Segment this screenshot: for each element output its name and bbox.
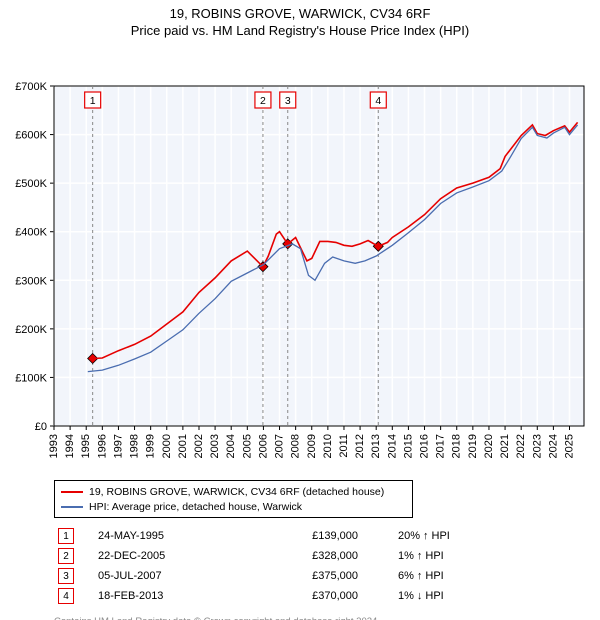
event-date: 18-FEB-2013 xyxy=(98,590,248,602)
event-number-box: 2 xyxy=(58,548,74,564)
legend: 19, ROBINS GROVE, WARWICK, CV34 6RF (det… xyxy=(54,480,413,518)
price-chart: £0 £100K £200K £300K £400K £500K £600K £700K 199… xyxy=(0,38,600,478)
svg-text:2019: 2019 xyxy=(467,434,479,458)
event-diff: 1% ↓ HPI xyxy=(398,590,444,602)
chart-container: £0 £100K £200K £300K £400K £500K £600K £700K 199… xyxy=(0,38,600,478)
svg-text:2021: 2021 xyxy=(499,434,511,458)
svg-text:2014: 2014 xyxy=(386,434,398,458)
event-number-box: 4 xyxy=(58,588,74,604)
svg-text:2025: 2025 xyxy=(564,434,576,458)
legend-label: 19, ROBINS GROVE, WARWICK, CV34 6RF (det… xyxy=(89,485,384,499)
event-number-box: 3 xyxy=(58,568,74,584)
svg-text:£400K: £400K xyxy=(15,227,47,239)
svg-text:2022: 2022 xyxy=(515,434,527,458)
svg-text:£700K: £700K xyxy=(15,81,47,93)
event-diff-suffix: HPI xyxy=(425,590,443,602)
event-row: 3 05-JUL-2007£375,0006% ↑ HPI xyxy=(58,566,450,586)
svg-text:2002: 2002 xyxy=(193,434,205,458)
svg-text:2009: 2009 xyxy=(306,434,318,458)
svg-text:1994: 1994 xyxy=(64,434,76,458)
svg-text:£500K: £500K xyxy=(15,178,47,190)
svg-text:£0: £0 xyxy=(35,421,47,433)
svg-text:2010: 2010 xyxy=(322,434,334,458)
svg-text:2017: 2017 xyxy=(435,434,447,458)
event-diff-pct: 1% xyxy=(398,550,414,562)
svg-text:2013: 2013 xyxy=(370,434,382,458)
event-diff: 1% ↑ HPI xyxy=(398,550,444,562)
event-date: 05-JUL-2007 xyxy=(98,570,248,582)
svg-text:2016: 2016 xyxy=(419,434,431,458)
svg-text:2015: 2015 xyxy=(402,434,414,458)
event-price: £375,000 xyxy=(248,570,398,582)
svg-text:1995: 1995 xyxy=(80,434,92,458)
svg-text:2000: 2000 xyxy=(161,434,173,458)
svg-text:2007: 2007 xyxy=(274,434,286,458)
svg-text:£600K: £600K xyxy=(15,130,47,142)
svg-text:2011: 2011 xyxy=(338,434,350,458)
legend-label: HPI: Average price, detached house, Warw… xyxy=(89,500,302,514)
event-number-box: 1 xyxy=(58,528,74,544)
event-row: 1 24-MAY-1995£139,00020% ↑ HPI xyxy=(58,526,450,546)
event-row: 2 22-DEC-2005£328,0001% ↑ HPI xyxy=(58,546,450,566)
svg-text:2018: 2018 xyxy=(451,434,463,458)
event-date: 24-MAY-1995 xyxy=(98,530,248,542)
footer-attribution: Contains HM Land Registry data © Crown c… xyxy=(54,616,380,620)
event-diff: 20% ↑ HPI xyxy=(398,530,450,542)
event-diff-pct: 6% xyxy=(398,570,414,582)
svg-text:2: 2 xyxy=(260,95,266,107)
event-diff: 6% ↑ HPI xyxy=(398,570,444,582)
svg-text:2004: 2004 xyxy=(225,434,237,458)
svg-text:1: 1 xyxy=(90,95,96,107)
arrow-up-icon: ↑ xyxy=(417,570,423,582)
event-diff-suffix: HPI xyxy=(425,550,443,562)
legend-swatch xyxy=(61,506,83,508)
svg-text:£300K: £300K xyxy=(15,275,47,287)
svg-text:1998: 1998 xyxy=(129,434,141,458)
svg-text:2006: 2006 xyxy=(257,434,269,458)
event-row: 4 18-FEB-2013£370,0001% ↓ HPI xyxy=(58,586,450,606)
svg-text:1997: 1997 xyxy=(112,434,124,458)
legend-item: HPI: Average price, detached house, Warw… xyxy=(61,500,406,514)
svg-text:2003: 2003 xyxy=(209,434,221,458)
svg-text:2005: 2005 xyxy=(241,434,253,458)
svg-text:1993: 1993 xyxy=(48,434,60,458)
arrow-down-icon: ↓ xyxy=(417,590,423,602)
page-title-address: 19, ROBINS GROVE, WARWICK, CV34 6RF xyxy=(0,6,600,21)
svg-text:4: 4 xyxy=(375,95,381,107)
event-price: £139,000 xyxy=(248,530,398,542)
arrow-up-icon: ↑ xyxy=(423,530,429,542)
events-table: 1 24-MAY-1995£139,00020% ↑ HPI 2 22-DEC-200… xyxy=(58,526,450,606)
svg-text:2024: 2024 xyxy=(547,434,559,458)
svg-text:£200K: £200K xyxy=(15,324,47,336)
event-price: £370,000 xyxy=(248,590,398,602)
svg-text:2012: 2012 xyxy=(354,434,366,458)
svg-text:2020: 2020 xyxy=(483,434,495,458)
event-diff-suffix: HPI xyxy=(425,570,443,582)
legend-swatch xyxy=(61,491,83,493)
event-diff-pct: 20% xyxy=(398,530,420,542)
page-title-sub: Price paid vs. HM Land Registry's House … xyxy=(0,23,600,38)
event-diff-pct: 1% xyxy=(398,590,414,602)
event-date: 22-DEC-2005 xyxy=(98,550,248,562)
svg-text:2023: 2023 xyxy=(531,434,543,458)
svg-text:£100K: £100K xyxy=(15,372,47,384)
event-diff-suffix: HPI xyxy=(432,530,450,542)
event-price: £328,000 xyxy=(248,550,398,562)
svg-text:3: 3 xyxy=(285,95,291,107)
svg-text:1999: 1999 xyxy=(145,434,157,458)
legend-item: 19, ROBINS GROVE, WARWICK, CV34 6RF (det… xyxy=(61,485,406,499)
svg-text:1996: 1996 xyxy=(96,434,108,458)
svg-text:2008: 2008 xyxy=(290,434,302,458)
arrow-up-icon: ↑ xyxy=(417,550,423,562)
svg-text:2001: 2001 xyxy=(177,434,189,458)
footer-line1: Contains HM Land Registry data © Crown c… xyxy=(54,616,380,620)
